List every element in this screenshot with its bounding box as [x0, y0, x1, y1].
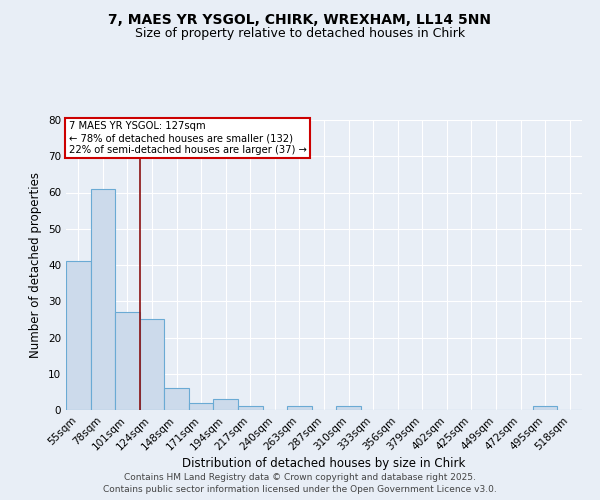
Text: 7 MAES YR YSGOL: 127sqm
← 78% of detached houses are smaller (132)
22% of semi-d: 7 MAES YR YSGOL: 127sqm ← 78% of detache…: [68, 122, 307, 154]
Bar: [238, 406, 263, 410]
Bar: [287, 406, 312, 410]
Bar: [336, 406, 361, 410]
Bar: [140, 320, 164, 410]
Text: 7, MAES YR YSGOL, CHIRK, WREXHAM, LL14 5NN: 7, MAES YR YSGOL, CHIRK, WREXHAM, LL14 5…: [109, 12, 491, 26]
Text: Contains HM Land Registry data © Crown copyright and database right 2025.: Contains HM Land Registry data © Crown c…: [124, 472, 476, 482]
Bar: [164, 388, 189, 410]
Text: Contains public sector information licensed under the Open Government Licence v3: Contains public sector information licen…: [103, 485, 497, 494]
X-axis label: Distribution of detached houses by size in Chirk: Distribution of detached houses by size …: [182, 458, 466, 470]
Text: Size of property relative to detached houses in Chirk: Size of property relative to detached ho…: [135, 28, 465, 40]
Bar: [189, 403, 214, 410]
Bar: [533, 406, 557, 410]
Bar: [66, 262, 91, 410]
Bar: [214, 399, 238, 410]
Bar: [91, 189, 115, 410]
Y-axis label: Number of detached properties: Number of detached properties: [29, 172, 43, 358]
Bar: [115, 312, 140, 410]
